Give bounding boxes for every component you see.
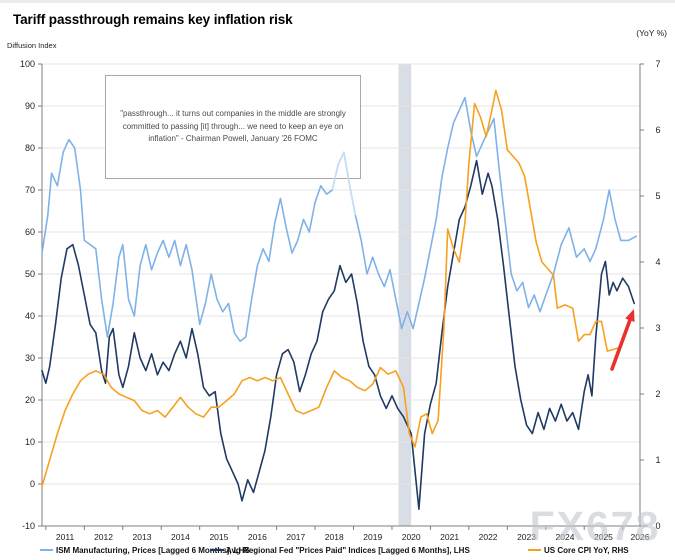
x-tick-label: 2019 xyxy=(363,532,382,542)
x-tick-label: 2018 xyxy=(325,532,344,542)
left-tick-label: 60 xyxy=(25,227,35,237)
left-tick-label: -10 xyxy=(22,521,35,531)
left-axis-title: Diffusion Index xyxy=(7,41,57,50)
chart-title: Tariff passthrough remains key inflation… xyxy=(13,12,293,27)
x-tick-label: 2022 xyxy=(479,532,498,542)
left-tick-label: 20 xyxy=(25,395,35,405)
chart-legend: ISM Manufacturing, Prices [Lagged 6 Mont… xyxy=(0,544,675,560)
right-tick-label: 6 xyxy=(655,125,660,135)
right-tick-label: 2 xyxy=(655,389,660,399)
cpi-line xyxy=(41,89,620,488)
legend-item-cpi: US Core CPI YoY, RHS xyxy=(528,546,629,555)
legend-item-fed: Avg Regional Fed "Prices Paid" Indices [… xyxy=(210,546,470,555)
series-layer: FX678 xyxy=(41,89,661,549)
x-tick-label: 2014 xyxy=(171,532,190,542)
x-tick-label: 2025 xyxy=(594,532,613,542)
recession-band xyxy=(398,64,412,526)
x-tick-label: 2013 xyxy=(133,532,152,542)
legend-label-cpi: US Core CPI YoY, RHS xyxy=(544,546,629,555)
x-tick-label: 2024 xyxy=(556,532,575,542)
x-tick-label: 2026 xyxy=(631,532,650,542)
red-up-arrow-shaft xyxy=(610,318,632,371)
x-tick-label: 2016 xyxy=(248,532,267,542)
right-axis-title: (YoY %) xyxy=(636,28,667,38)
left-tick-label: 10 xyxy=(25,437,35,447)
left-tick-label: 80 xyxy=(25,143,35,153)
fed-line xyxy=(41,159,636,511)
ism-line-marker xyxy=(40,548,53,551)
right-tick-label: 5 xyxy=(655,191,660,201)
right-tick-label: 1 xyxy=(655,455,660,465)
left-tick-label: 30 xyxy=(25,353,35,363)
left-tick-label: 40 xyxy=(25,311,35,321)
fed-line-marker xyxy=(210,548,223,551)
legend-label-fed: Avg Regional Fed "Prices Paid" Indices [… xyxy=(226,546,470,555)
left-tick-label: 70 xyxy=(25,185,35,195)
fx678-watermark: FX678 xyxy=(530,503,661,549)
left-tick-label: 100 xyxy=(20,59,35,69)
left-tick-label: 50 xyxy=(25,269,35,279)
right-tick-label: 0 xyxy=(655,521,660,531)
x-tick-label: 2023 xyxy=(517,532,536,542)
legend-item-ism: ISM Manufacturing, Prices [Lagged 6 Mont… xyxy=(40,546,250,555)
ism-line-faded-segment xyxy=(331,151,357,216)
red-up-arrow-head xyxy=(625,309,635,322)
left-tick-label: 90 xyxy=(25,101,35,111)
powell-quote-annotation: "passthrough... it turns out companies i… xyxy=(105,75,361,179)
x-tick-label: 2021 xyxy=(440,532,459,542)
left-tick-label: 0 xyxy=(30,479,35,489)
cpi-line-marker xyxy=(528,548,541,551)
right-tick-label: 4 xyxy=(655,257,660,267)
x-tick-label: 2015 xyxy=(209,532,228,542)
x-tick-label: 2020 xyxy=(402,532,421,542)
right-tick-label: 3 xyxy=(655,323,660,333)
x-tick-label: 2012 xyxy=(94,532,113,542)
legend-label-ism: ISM Manufacturing, Prices [Lagged 6 Mont… xyxy=(56,546,250,555)
ism-line xyxy=(41,96,638,343)
x-tick-label: 2017 xyxy=(286,532,305,542)
right-tick-label: 7 xyxy=(655,59,660,69)
x-tick-label: 2011 xyxy=(56,532,75,542)
